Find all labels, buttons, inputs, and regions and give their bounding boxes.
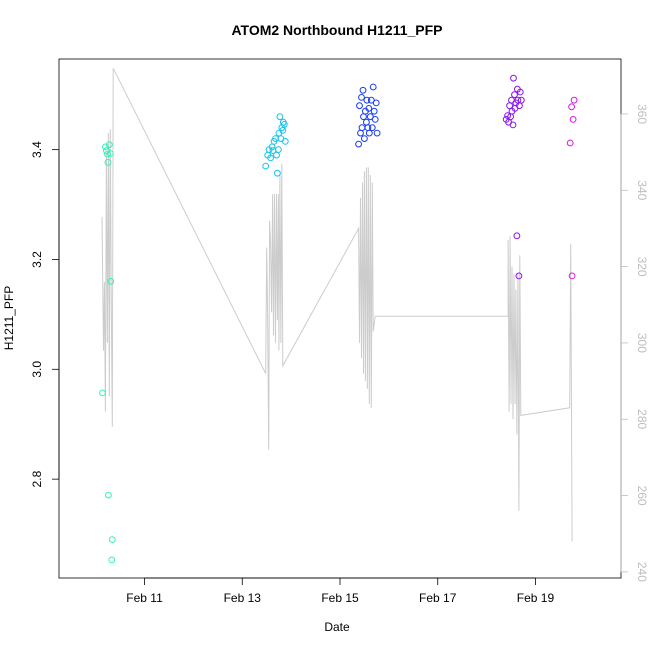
y-tick-label: 3.2: [30, 251, 44, 268]
data-point-series-3: [363, 96, 371, 104]
data-point-series-1: [105, 141, 113, 149]
altitude-line-layer: [101, 67, 573, 542]
y-tick-label: 2.8: [30, 470, 44, 487]
data-point-series-3: [355, 140, 363, 148]
data-point-series-2: [275, 146, 282, 154]
y-axis-right: 240 260 280 300 320 340 360: [620, 104, 649, 582]
data-point-series-4: [517, 96, 525, 104]
data-point-series-3: [357, 129, 364, 137]
x-tick-label: Feb 11: [126, 591, 163, 605]
data-point-series-5: [568, 272, 576, 280]
x-axis-label: Date: [324, 620, 350, 634]
data-point-series-1: [108, 536, 116, 543]
data-point-series-3: [368, 124, 376, 132]
y-axis-left: 2.8 3.0 3.2 3.4: [30, 141, 60, 487]
data-point-series-3: [369, 83, 377, 91]
data-point-series-1: [108, 556, 116, 564]
y2-tick-label: 300: [635, 333, 649, 353]
data-point-series-4: [510, 74, 517, 82]
data-point-series-4: [509, 121, 517, 129]
y-axis-label: H1211_PFP: [2, 286, 16, 350]
data-point-series-1: [105, 491, 112, 499]
data-point-series-4: [515, 272, 523, 280]
data-point-series-2: [276, 113, 284, 121]
scatter-points-layer: [99, 74, 578, 564]
data-point-series-5: [570, 96, 578, 104]
data-point-series-4: [504, 112, 512, 119]
data-point-series-3: [360, 113, 367, 121]
data-point-series-4: [513, 232, 521, 240]
data-point-series-3: [359, 86, 367, 94]
data-point-series-5: [569, 116, 577, 123]
data-point-series-1: [107, 278, 115, 285]
data-point-series-1: [104, 158, 112, 166]
data-point-series-2: [279, 126, 287, 134]
data-point-series-4: [506, 102, 514, 110]
altitude-line: [101, 67, 573, 542]
chart-title: ATOM2 Northbound H1211_PFP: [231, 22, 442, 38]
data-point-series-3: [356, 102, 363, 110]
data-point-series-3: [371, 116, 379, 123]
data-point-series-2: [262, 162, 270, 170]
data-point-series-4: [516, 88, 524, 96]
data-point-series-3: [373, 129, 381, 137]
data-point-series-3: [358, 124, 366, 132]
y2-tick-label: 360: [635, 104, 649, 124]
data-point-series-2: [280, 121, 288, 128]
data-point-series-3: [372, 99, 380, 107]
x-tick-label: Feb 13: [224, 591, 262, 605]
y2-tick-label: 240: [635, 562, 649, 582]
data-point-series-2: [273, 151, 280, 159]
y-tick-label: 3.4: [30, 141, 44, 158]
data-point-series-3: [358, 94, 365, 101]
data-point-series-5: [566, 139, 574, 147]
x-tick-label: Feb 15: [321, 591, 359, 605]
x-tick-label: Feb 17: [419, 591, 457, 605]
y2-tick-label: 260: [635, 486, 649, 506]
plot-frame: [58, 58, 622, 579]
data-point-series-1: [104, 150, 111, 158]
x-axis: Feb 11 Feb 13 Feb 15 Feb 17 Feb 19: [126, 577, 555, 605]
data-point-series-3: [363, 118, 370, 126]
data-point-series-4: [511, 91, 518, 99]
y2-tick-label: 340: [635, 180, 649, 200]
y2-tick-label: 320: [635, 257, 649, 277]
data-point-series-3: [365, 129, 373, 137]
data-point-series-3: [370, 107, 378, 115]
data-point-series-2: [274, 169, 281, 177]
data-point-series-3: [361, 135, 368, 143]
data-point-series-5: [568, 103, 575, 111]
data-point-series-1: [106, 150, 114, 157]
data-point-series-2: [281, 138, 289, 145]
data-point-series-3: [365, 105, 373, 112]
data-point-series-1: [99, 389, 106, 397]
y-tick-label: 3.0: [30, 361, 44, 378]
x-tick-label: Feb 19: [517, 591, 555, 605]
y2-tick-label: 280: [635, 409, 649, 429]
data-point-series-2: [267, 154, 275, 162]
data-point-series-1: [102, 143, 109, 151]
